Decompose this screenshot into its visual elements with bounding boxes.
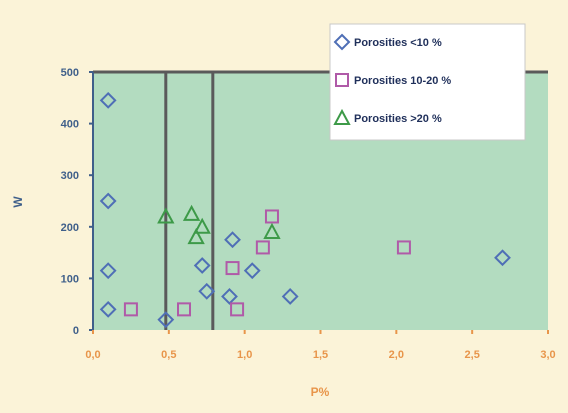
y-axis-title: W xyxy=(11,196,25,208)
legend-label: Porosities >20 % xyxy=(354,113,442,125)
y-tick-label: 300 xyxy=(61,170,79,182)
data-point-diamond xyxy=(99,262,117,280)
legend-marker-square xyxy=(335,73,349,87)
data-point-triangle xyxy=(263,222,281,239)
data-point-square xyxy=(225,261,240,276)
data-point-square xyxy=(264,209,279,224)
x-tick-label: 2,5 xyxy=(465,349,480,361)
data-point-square xyxy=(123,302,138,317)
data-point-diamond xyxy=(99,91,117,109)
data-point-triangle xyxy=(193,217,211,234)
x-tick-label: 0,5 xyxy=(161,349,176,361)
data-point-diamond xyxy=(224,231,241,249)
x-tick-label: 1,5 xyxy=(313,349,328,361)
data-point-square xyxy=(396,240,411,255)
legend-label: Porosities 10-20 % xyxy=(354,75,451,87)
y-tick-label: 200 xyxy=(61,222,79,234)
legend-marker-triangle xyxy=(333,108,351,125)
x-tick-label: 0,0 xyxy=(85,349,100,361)
x-tick-label: 1,0 xyxy=(237,349,252,361)
legend-marker-diamond xyxy=(333,33,351,51)
y-tick-label: 400 xyxy=(61,119,79,131)
data-point-diamond xyxy=(221,288,238,305)
y-tick-label: 100 xyxy=(61,273,79,285)
data-point-diamond xyxy=(243,262,261,280)
legend-box xyxy=(329,23,526,141)
data-point-diamond xyxy=(198,282,216,300)
x-axis-title: P% xyxy=(311,385,330,399)
y-tick-label: 0 xyxy=(73,325,79,337)
data-point-diamond xyxy=(99,300,117,318)
y-tick-label: 500 xyxy=(61,67,79,79)
data-point-diamond xyxy=(99,192,117,210)
data-point-triangle xyxy=(187,228,205,245)
data-point-square xyxy=(230,302,245,317)
data-point-square xyxy=(255,240,270,255)
legend: Porosities <10 % Porosities 10-20 % Porosi… xyxy=(329,23,526,141)
data-point-triangle xyxy=(157,207,175,224)
legend-label: Porosities <10 % xyxy=(354,37,442,49)
data-point-diamond xyxy=(281,288,299,305)
x-tick-label: 3,0 xyxy=(540,349,555,361)
data-point-square xyxy=(177,302,191,317)
data-point-diamond xyxy=(193,257,211,274)
data-point-diamond xyxy=(157,311,175,329)
x-tick-label: 2,0 xyxy=(389,349,404,361)
data-point-triangle xyxy=(182,204,201,221)
data-point-diamond xyxy=(494,249,511,267)
